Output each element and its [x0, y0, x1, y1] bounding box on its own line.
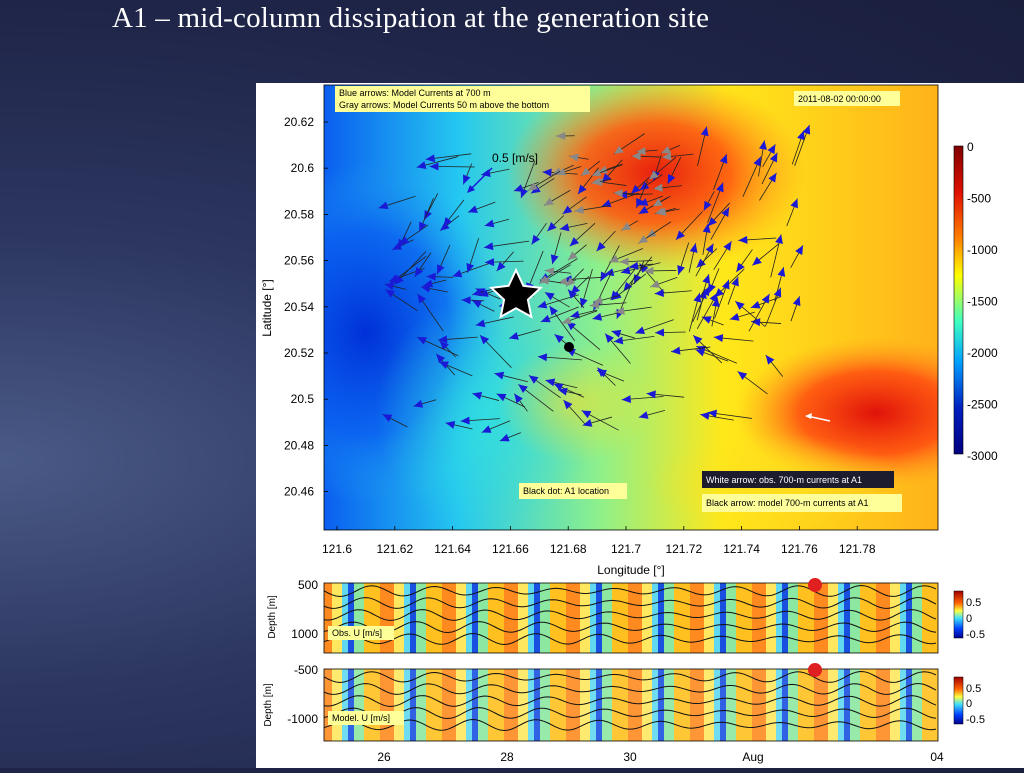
map-x-tick: 121.74 [723, 542, 760, 556]
colorbar-tick: -1000 [967, 243, 998, 257]
map-xlabel: Longitude [°] [597, 563, 665, 577]
colorbar-tick: -2500 [967, 398, 998, 412]
map-y-tick: 20.56 [284, 254, 314, 268]
obs-cbar-tick-neg: -0.5 [966, 629, 985, 641]
scale-label: 0.5 [m/s] [492, 151, 538, 165]
white-arrow-note-text: White arrow: obs. 700-m currents at A1 [706, 475, 862, 485]
obs-tick-1000: 1000 [291, 627, 318, 641]
map-y-tick: 20.5 [291, 392, 315, 406]
map-x-tick: 121.62 [376, 542, 413, 556]
model-panel-label: Model. U [m/s] [332, 713, 390, 723]
time-tick-26: 26 [377, 750, 391, 764]
colorbar-tick: -500 [967, 192, 991, 206]
timestamp: 2011-08-02 00:00:00 [798, 94, 881, 104]
obs-cbar-tick-zero: 0 [966, 613, 972, 625]
model-cbar-tick-zero: 0 [966, 698, 972, 710]
slide-title: A1 – mid-column dissipation at the gener… [112, 2, 709, 35]
time-axis: 26 28 30 Aug 04 [377, 750, 944, 764]
map-y-tick: 20.62 [284, 115, 314, 129]
a1-location-dot [564, 342, 574, 352]
colorbar-tick: -1500 [967, 295, 998, 309]
obs-ylabel: Depth [m] [267, 595, 278, 639]
white-arrow-note: White arrow: obs. 700-m currents at A1 [702, 471, 894, 488]
time-tick-28: 28 [500, 750, 514, 764]
black-dot-note-text: Black dot: A1 location [523, 486, 609, 496]
map-y-tick: 20.58 [284, 207, 314, 221]
map-y-tick: 20.54 [284, 300, 314, 314]
model-cbar-tick-pos: 0.5 [966, 683, 981, 695]
map-x-tick: 121.6 [322, 542, 352, 556]
time-tick-04: 04 [930, 750, 944, 764]
obs-cbar-tick-pos: 0.5 [966, 597, 981, 609]
figure-panel: 0.5 [m/s] Blue arrows: Model Currents at… [256, 83, 1024, 768]
time-tick-30: 30 [623, 750, 637, 764]
bathymetry-map [256, 83, 1016, 533]
model-tick-1000: -1000 [287, 712, 318, 726]
colorbar-tick: -2000 [967, 346, 998, 360]
map-x-tick: 121.7 [611, 542, 641, 556]
time-tick-aug: Aug [742, 750, 763, 764]
map-x-tick: 121.64 [434, 542, 471, 556]
obs-panel-label: Obs. U [m/s] [332, 628, 382, 638]
model-velocity-panel: Model. U [m/s] -500 -1000 Depth [m] 0.5 … [263, 663, 985, 741]
depth-colorbar [954, 146, 963, 454]
map-y-tick: 20.48 [284, 438, 314, 452]
model-tick-500: -500 [294, 663, 318, 677]
map-y-tick: 20.6 [291, 161, 315, 175]
map-y-tick: 20.46 [284, 485, 314, 499]
timestamp-box: 2011-08-02 00:00:00 [794, 91, 900, 106]
model-ylabel: Depth [m] [263, 683, 274, 727]
map-ylabel: Latitude [°] [260, 279, 274, 337]
figure-svg: 0.5 [m/s] Blue arrows: Model Currents at… [256, 83, 1024, 768]
colorbar-ticks: 0 -500 -1000 -1500 -2000 -2500 -3000 [967, 140, 998, 463]
model-cbar-tick-neg: -0.5 [966, 714, 985, 726]
black-arrow-note: Black arrow: model 700-m currents at A1 [702, 494, 902, 512]
map-x-tick: 121.76 [781, 542, 818, 556]
obs-colorbar [954, 591, 963, 638]
map-y-tick: 20.52 [284, 346, 314, 360]
black-arrow-note-text: Black arrow: model 700-m currents at A1 [706, 498, 869, 508]
colorbar-tick: 0 [967, 140, 974, 154]
obs-velocity-panel: Obs. U [m/s] 500 1000 Depth [m] 0.5 0 -0… [267, 578, 985, 653]
arrow-legend-box: Blue arrows: Model Currents at 700 m Gra… [335, 86, 590, 112]
legend-blue-arrows: Blue arrows: Model Currents at 700 m [339, 88, 491, 98]
map-x-tick: 121.72 [665, 542, 702, 556]
map-x-tick: 121.68 [550, 542, 587, 556]
map-x-tick: 121.78 [839, 542, 876, 556]
obs-tick-500: 500 [298, 578, 318, 592]
legend-gray-arrows: Gray arrows: Model Currents 50 m above t… [339, 100, 549, 110]
colorbar-tick: -3000 [967, 449, 998, 463]
map-x-tick: 121.66 [492, 542, 529, 556]
model-colorbar [954, 677, 963, 724]
black-dot-note: Black dot: A1 location [519, 483, 627, 499]
